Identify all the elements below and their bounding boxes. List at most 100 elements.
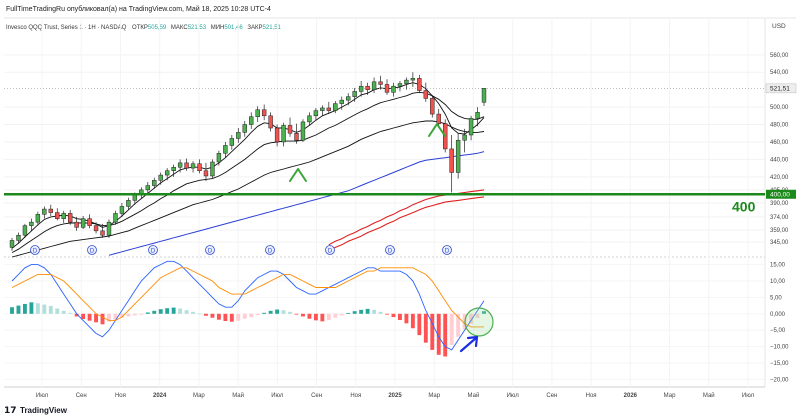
macd-histogram-bar	[210, 313, 215, 318]
candle[interactable]	[346, 93, 351, 106]
candle[interactable]	[126, 197, 131, 210]
candle[interactable]	[145, 182, 150, 195]
candle[interactable]	[371, 77, 377, 94]
candle[interactable]	[417, 74, 422, 94]
candle-body	[384, 84, 390, 93]
candle[interactable]	[294, 123, 299, 144]
candle[interactable]	[113, 210, 118, 225]
candle[interactable]	[391, 82, 396, 97]
dividend-marker[interactable]: D	[30, 245, 40, 255]
candle[interactable]	[300, 119, 306, 142]
candle[interactable]	[93, 222, 99, 234]
candle[interactable]	[333, 101, 338, 114]
candle[interactable]	[35, 211, 41, 226]
candle[interactable]	[61, 210, 66, 224]
candle[interactable]	[68, 209, 73, 225]
candle[interactable]	[80, 216, 86, 230]
candle[interactable]	[404, 77, 409, 90]
candle[interactable]	[100, 223, 105, 238]
candle[interactable]	[87, 214, 92, 229]
candle[interactable]	[203, 162, 209, 182]
candle-body	[410, 78, 416, 81]
candle[interactable]	[423, 82, 428, 102]
candle[interactable]	[171, 164, 176, 177]
candle[interactable]	[358, 80, 364, 97]
candle[interactable]	[313, 107, 319, 121]
candle[interactable]	[384, 79, 390, 95]
dividend-marker[interactable]: D	[87, 245, 97, 255]
candle[interactable]	[255, 106, 260, 122]
candle[interactable]	[287, 117, 293, 137]
candle[interactable]	[365, 82, 370, 95]
candles-layer[interactable]	[9, 72, 487, 251]
candle[interactable]	[274, 124, 280, 147]
macd-histogram-bar	[22, 303, 27, 314]
candle[interactable]	[210, 159, 215, 179]
candle[interactable]	[352, 87, 357, 102]
macd-histogram-bar	[333, 313, 338, 318]
candle[interactable]	[197, 159, 202, 174]
dividend-marker[interactable]: D	[325, 245, 335, 255]
candle[interactable]	[158, 172, 163, 185]
candle-body	[29, 221, 34, 226]
candle[interactable]	[223, 141, 228, 158]
candle[interactable]	[55, 208, 60, 221]
candle[interactable]	[462, 128, 467, 153]
candle[interactable]	[281, 122, 286, 147]
sma-slow-line	[11, 120, 485, 258]
candle[interactable]	[119, 202, 125, 217]
candle[interactable]	[9, 237, 15, 251]
candle[interactable]	[106, 219, 112, 238]
candle[interactable]	[481, 88, 487, 106]
candle[interactable]	[152, 177, 157, 190]
candle[interactable]	[468, 115, 474, 141]
candle-body	[436, 113, 441, 124]
candle[interactable]	[320, 105, 325, 116]
candle[interactable]	[307, 112, 312, 126]
candle[interactable]	[378, 75, 383, 90]
candle[interactable]	[177, 159, 183, 173]
macd-histogram-bar	[372, 309, 377, 314]
candle[interactable]	[74, 216, 79, 231]
price-tick-label: 480,00	[770, 123, 789, 129]
candle[interactable]	[249, 112, 254, 129]
macd-histogram-bar	[216, 313, 221, 320]
candle[interactable]	[455, 133, 461, 179]
candle-body	[455, 139, 461, 173]
candle[interactable]	[164, 168, 170, 181]
dividend-marker[interactable]: D	[442, 245, 452, 255]
candle-body	[158, 174, 163, 181]
candle[interactable]	[430, 94, 435, 118]
candle[interactable]	[449, 134, 454, 193]
candle[interactable]	[22, 223, 28, 238]
dividend-marker[interactable]: D	[148, 245, 158, 255]
candle[interactable]	[410, 72, 416, 88]
dividend-marker[interactable]: D	[385, 245, 395, 255]
dividend-marker[interactable]: D	[205, 245, 215, 255]
candle-body	[216, 153, 222, 163]
macd-histogram-bar	[152, 310, 157, 314]
candle[interactable]	[268, 112, 273, 132]
candle[interactable]	[216, 150, 222, 166]
candle[interactable]	[190, 161, 196, 173]
candle[interactable]	[475, 107, 480, 127]
candle[interactable]	[242, 121, 247, 137]
candle[interactable]	[184, 158, 189, 171]
candle[interactable]	[339, 96, 344, 110]
candle[interactable]	[29, 218, 34, 231]
macd-histogram-bar	[165, 308, 170, 314]
candle[interactable]	[48, 204, 53, 217]
candle[interactable]	[326, 101, 332, 115]
candle-body	[236, 132, 241, 139]
macd-histogram-bar	[132, 313, 137, 316]
candle[interactable]	[42, 206, 47, 219]
dividend-marker[interactable]: D	[265, 245, 275, 255]
candle[interactable]	[236, 128, 241, 143]
candle[interactable]	[16, 232, 21, 244]
candle[interactable]	[397, 80, 403, 92]
candle[interactable]	[229, 134, 235, 150]
candle[interactable]	[261, 104, 267, 121]
candle-body	[152, 180, 157, 186]
